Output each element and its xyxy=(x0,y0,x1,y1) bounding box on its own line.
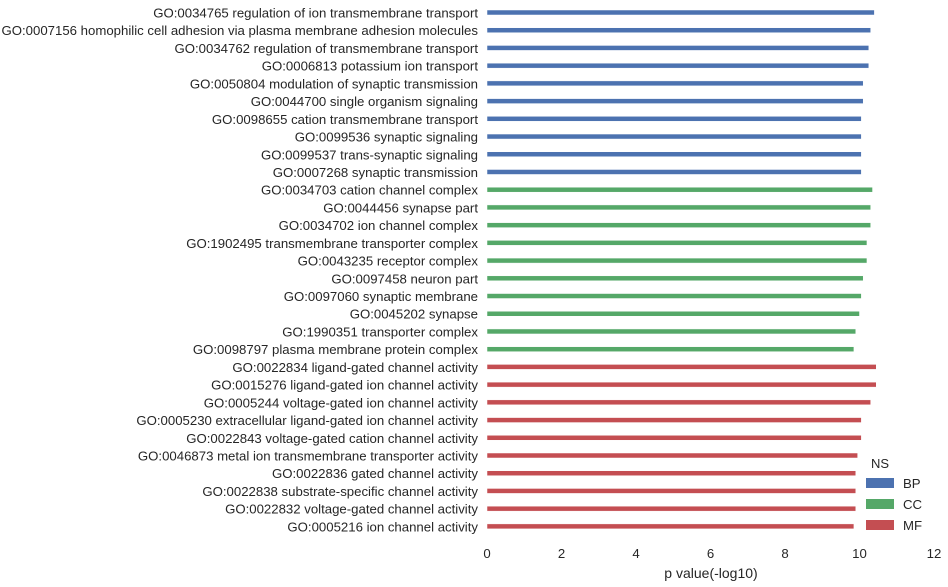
legend-label: MF xyxy=(903,518,922,533)
bar xyxy=(486,169,862,175)
category-label: GO:0022843 voltage-gated cation channel … xyxy=(186,431,478,446)
category-label: GO:0098655 cation transmembrane transpor… xyxy=(212,112,478,127)
category-label: GO:0045202 synapse xyxy=(350,307,478,322)
bar xyxy=(486,45,870,51)
bar xyxy=(486,186,873,193)
category-label: GO:0044456 synapse part xyxy=(323,200,478,215)
bars-group xyxy=(486,9,877,530)
category-label: GO:0022834 ligand-gated channel activity xyxy=(232,360,478,375)
x-tick-labels: 0 2 4 6 8 10 12 xyxy=(483,546,941,561)
category-label: GO:0099536 synaptic signaling xyxy=(295,130,478,145)
category-label: GO:0005244 voltage-gated ion channel act… xyxy=(204,395,479,410)
category-label: GO:0034765 regulation of ion transmembra… xyxy=(153,6,478,21)
bar xyxy=(486,80,864,87)
category-labels: GO:0034765 regulation of ion transmembra… xyxy=(2,6,479,535)
category-label: GO:0006813 potassium ion transport xyxy=(262,59,479,74)
legend-label: CC xyxy=(903,497,923,512)
bar xyxy=(486,151,862,158)
category-label: GO:0034762 regulation of transmembrane t… xyxy=(175,41,479,56)
category-label: GO:0034702 ion channel complex xyxy=(279,218,479,233)
bar xyxy=(486,27,871,33)
category-label: GO:0098797 plasma membrane protein compl… xyxy=(193,342,479,357)
category-label: GO:0015276 ligand-gated ion channel acti… xyxy=(211,378,478,393)
bar xyxy=(486,275,864,282)
x-tick-label: 6 xyxy=(707,546,714,561)
bar xyxy=(486,62,870,69)
legend-items: BP CC MF xyxy=(866,476,923,533)
category-label: GO:0050804 modulation of synaptic transm… xyxy=(190,76,478,91)
legend-title: NS xyxy=(871,456,889,471)
legend-label: BP xyxy=(903,476,921,491)
x-axis-label: p value(-log10) xyxy=(664,565,757,581)
bar xyxy=(486,381,877,388)
category-label: GO:0043235 receptor complex xyxy=(298,254,479,269)
category-label: GO:0005216 ion channel activity xyxy=(287,519,478,534)
category-label: GO:1902495 transmembrane transporter com… xyxy=(186,236,478,251)
bar xyxy=(486,98,864,104)
category-label: GO:1990351 transporter complex xyxy=(282,324,478,339)
bar xyxy=(486,257,868,264)
category-label: GO:0022836 gated channel activity xyxy=(272,466,478,481)
category-label: GO:0007156 homophilic cell adhesion via … xyxy=(2,23,479,38)
bar xyxy=(486,240,868,246)
legend: NS BP CC MF xyxy=(866,456,923,533)
x-tick-label: 0 xyxy=(483,546,490,561)
category-label: GO:0046873 metal ion transmembrane trans… xyxy=(138,449,479,464)
bar xyxy=(486,435,862,441)
category-label: GO:0097060 synaptic membrane xyxy=(284,289,478,304)
x-tick-label: 2 xyxy=(558,546,565,561)
x-tick-label: 8 xyxy=(781,546,788,561)
category-label: GO:0044700 single organism signaling xyxy=(251,94,478,109)
category-label: GO:0007268 synaptic transmission xyxy=(273,165,478,180)
bar xyxy=(486,488,857,494)
bar xyxy=(486,9,875,16)
bar xyxy=(486,116,862,122)
category-label: GO:0005230 extracellular ligand-gated io… xyxy=(136,413,478,428)
bar xyxy=(486,399,871,406)
x-tick-label: 12 xyxy=(927,546,942,561)
x-tick-label: 10 xyxy=(852,546,867,561)
legend-swatch xyxy=(866,478,894,488)
bar xyxy=(486,133,862,140)
bar xyxy=(486,417,862,423)
bar xyxy=(486,470,857,476)
bar xyxy=(486,293,862,299)
bar xyxy=(486,310,860,317)
category-label: GO:0022832 voltage-gated channel activit… xyxy=(225,502,478,517)
bar xyxy=(486,523,855,530)
bar xyxy=(486,328,857,335)
category-label: GO:0099537 trans-synaptic signaling xyxy=(261,147,478,162)
bar xyxy=(486,505,857,512)
category-label: GO:0022838 substrate-specific channel ac… xyxy=(202,484,478,499)
legend-swatch xyxy=(866,520,894,530)
x-tick-label: 4 xyxy=(632,546,639,561)
bar xyxy=(486,364,877,370)
legend-swatch xyxy=(866,499,894,509)
category-label: GO:0097458 neuron part xyxy=(331,271,478,286)
category-label: GO:0034703 cation channel complex xyxy=(261,183,478,198)
bar xyxy=(486,222,871,228)
bar xyxy=(486,452,858,459)
bar xyxy=(486,346,855,352)
bar xyxy=(486,204,871,211)
